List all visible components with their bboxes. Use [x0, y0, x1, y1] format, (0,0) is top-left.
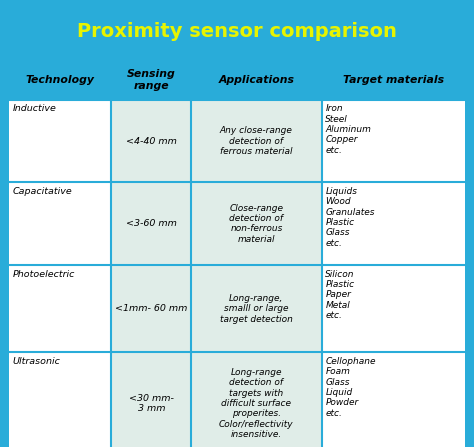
Bar [9, 60, 465, 100]
Bar [9, 60, 465, 447]
Bar [321, 100, 465, 182]
Bar [9, 352, 111, 447]
Text: Close-range
detection of
non-ferrous
material: Close-range detection of non-ferrous mat… [229, 204, 283, 244]
Text: Any close-range
detection of
ferrous material: Any close-range detection of ferrous mat… [220, 126, 293, 156]
Bar [191, 100, 321, 182]
Bar [321, 265, 465, 352]
Text: Capacitative: Capacitative [12, 187, 72, 196]
Bar [111, 100, 191, 182]
Bar [111, 352, 191, 447]
Text: Ultrasonic: Ultrasonic [12, 357, 60, 366]
Text: Technology: Technology [26, 75, 94, 85]
Text: Iron
Steel
Aluminum
Copper
etc.: Iron Steel Aluminum Copper etc. [325, 104, 371, 155]
Text: Applications: Applications [219, 75, 294, 85]
Text: Inductive: Inductive [12, 104, 56, 113]
Text: Silicon
Plastic
Paper
Metal
etc.: Silicon Plastic Paper Metal etc. [325, 270, 355, 320]
Bar [191, 182, 321, 265]
Bar [191, 352, 321, 447]
Text: Cellophane
Foam
Glass
Liquid
Powder
etc.: Cellophane Foam Glass Liquid Powder etc. [325, 357, 376, 417]
Text: <3-60 mm: <3-60 mm [126, 219, 177, 228]
Bar [321, 352, 465, 447]
Text: <1mm- 60 mm: <1mm- 60 mm [115, 304, 188, 313]
Text: Photoelectric: Photoelectric [12, 270, 75, 278]
Text: Liquids
Wood
Granulates
Plastic
Glass
etc.: Liquids Wood Granulates Plastic Glass et… [325, 187, 375, 248]
Text: Long-range
detection of
targets with
difficult surface
properites.
Color/reflect: Long-range detection of targets with dif… [219, 368, 294, 439]
Bar [9, 182, 111, 265]
Bar [191, 265, 321, 352]
Text: <4-40 mm: <4-40 mm [126, 136, 177, 146]
Bar [9, 100, 111, 182]
Text: Long-range,
smalll or large
target detection: Long-range, smalll or large target detec… [220, 294, 293, 324]
Bar [321, 182, 465, 265]
Bar [111, 265, 191, 352]
Text: Proximity sensor comparison: Proximity sensor comparison [77, 22, 397, 41]
Text: Sensing
range: Sensing range [127, 69, 176, 91]
Bar [111, 182, 191, 265]
Bar [9, 265, 111, 352]
Text: Target materials: Target materials [343, 75, 444, 85]
Text: <30 mm-
3 mm: <30 mm- 3 mm [129, 394, 174, 413]
